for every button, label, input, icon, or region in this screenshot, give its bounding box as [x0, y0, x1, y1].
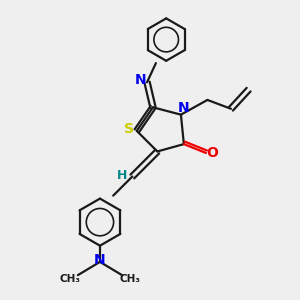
Text: CH₃: CH₃ [120, 274, 141, 284]
Text: O: O [206, 146, 218, 160]
Text: H: H [117, 169, 127, 182]
Text: N: N [135, 73, 146, 87]
Text: CH₃: CH₃ [59, 274, 80, 284]
Text: S: S [124, 122, 134, 136]
Text: N: N [94, 253, 106, 266]
Text: N: N [178, 101, 190, 115]
